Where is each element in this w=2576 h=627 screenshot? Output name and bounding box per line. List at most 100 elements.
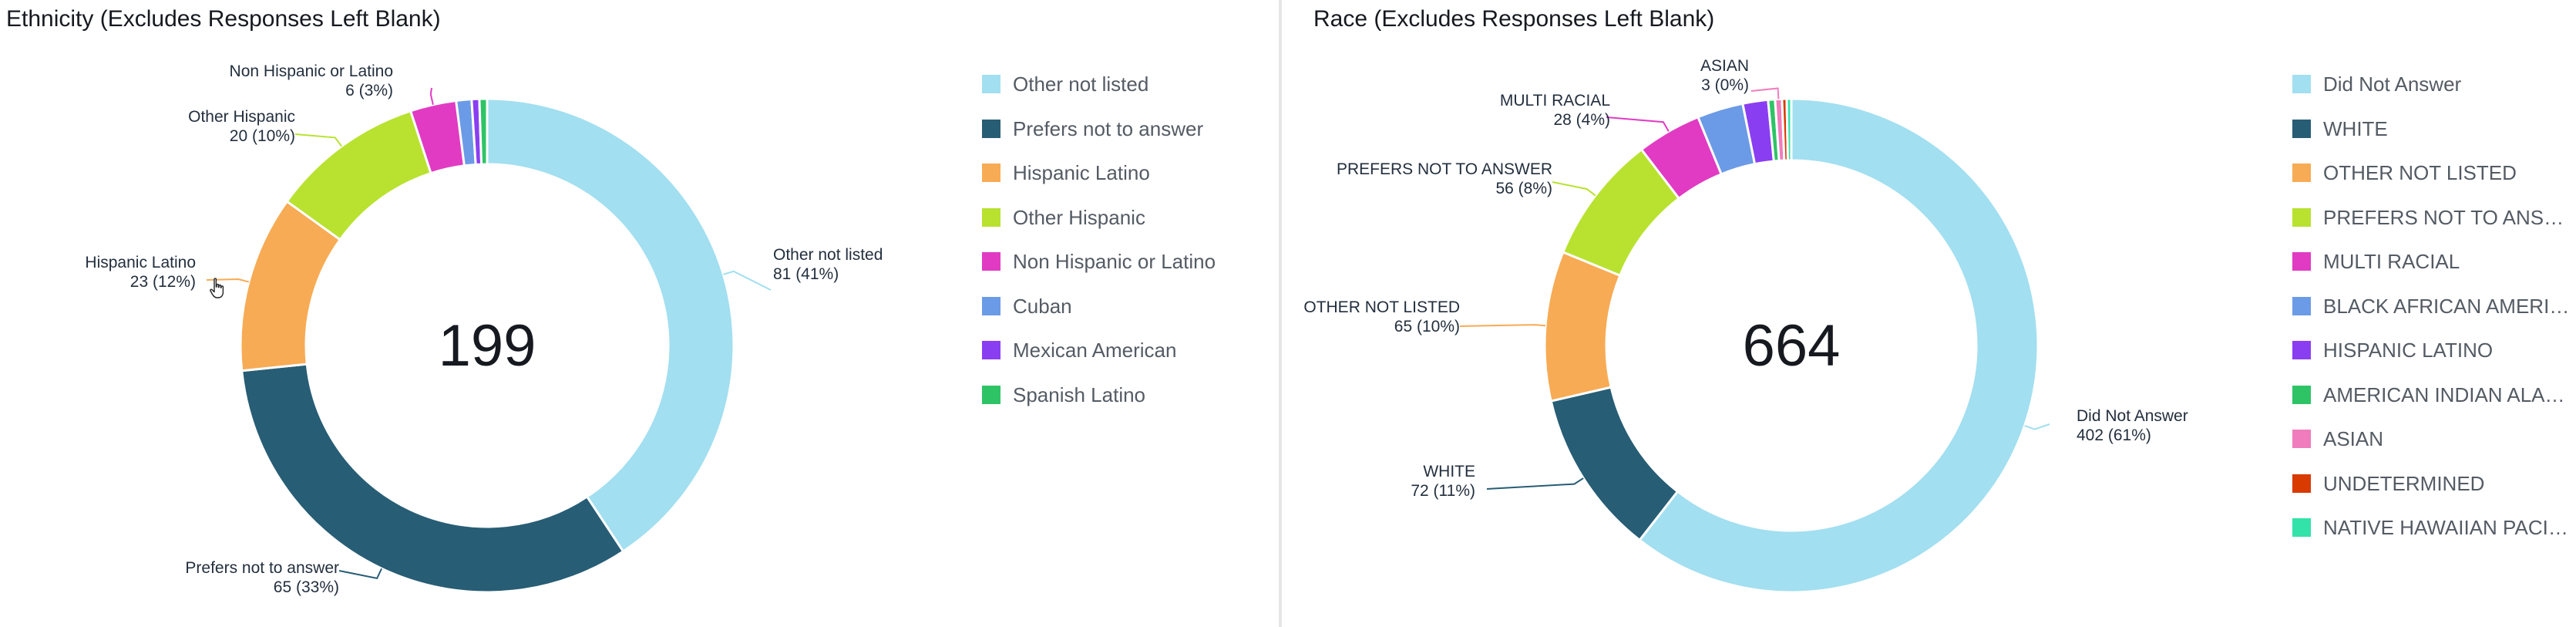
callout-label-prefers-not-to-answer: PREFERS NOT TO ANSWER — [1337, 160, 1552, 178]
legend-item-hispanic-latino[interactable]: Hispanic Latino — [982, 158, 1216, 203]
callout-value-prefers-not-to-answer: 56 (8%) — [1495, 180, 1552, 197]
legend-item-cuban[interactable]: Cuban — [982, 292, 1216, 336]
race-legend: Did Not Answer WHITE OTHER NOT LISTED PREFE… — [2292, 69, 2574, 558]
legend-item-multi-racial[interactable]: MULTI RACIAL — [2292, 247, 2574, 292]
legend-item-other-not-listed[interactable]: Other not listed — [982, 69, 1216, 114]
legend-item-spanish-latino[interactable]: Spanish Latino — [982, 380, 1216, 425]
callout-label-other-hispanic: Other Hispanic — [188, 108, 295, 126]
slice-did-not-answer[interactable] — [1638, 97, 2040, 594]
legend-swatch — [2292, 207, 2311, 227]
legend-label: HISPANIC LATINO — [2323, 339, 2494, 362]
legend-label: Other Hispanic — [1013, 205, 1145, 229]
legend-swatch — [2292, 518, 2311, 537]
legend-label: WHITE — [2323, 116, 2388, 140]
legend-swatch — [982, 75, 1000, 93]
callout-value-asian: 3 (0%) — [1701, 76, 1749, 94]
callout-label-did-not-answer: Did Not Answer — [2077, 407, 2188, 425]
ethnicity-legend: Other not listed Prefers not to answer His… — [982, 69, 1216, 424]
slice-native-hawaiian-pacif[interactable] — [1785, 97, 1793, 162]
slice-prefers-not-to-answer[interactable] — [240, 362, 625, 594]
callout-value-other-hispanic: 20 (10%) — [230, 127, 295, 145]
slice-other-not-listed[interactable] — [486, 97, 735, 554]
legend-label: PREFERS NOT TO ANSWER — [2323, 205, 2574, 229]
legend-swatch — [982, 296, 1000, 315]
legend-swatch — [2292, 252, 2311, 271]
legend-label: Spanish Latino — [1013, 383, 1146, 406]
callout-value-multi-racial: 28 (4%) — [1553, 111, 1610, 129]
legend-label: AMERICAN INDIAN ALAS… — [2323, 383, 2574, 406]
legend-swatch — [2292, 474, 2311, 493]
legend-swatch — [2292, 385, 2311, 404]
legend-item-asian[interactable]: ASIAN — [2292, 424, 2574, 469]
callout-leader-white — [1486, 477, 1584, 490]
callout-label-non-hispanic-or-latino: Non Hispanic or Latino — [230, 62, 393, 80]
legend-item-mexican-american[interactable]: Mexican American — [982, 335, 1216, 380]
callout-label-asian: ASIAN — [1700, 57, 1749, 75]
callout-value-hispanic-latino: 23 (12%) — [130, 273, 196, 291]
legend-label: UNDETERMINED — [2323, 471, 2485, 495]
callout-label-other-not-listed: OTHER NOT LISTED — [1303, 298, 1460, 316]
legend-item-other-not-listed[interactable]: OTHER NOT LISTED — [2292, 158, 2574, 203]
callout-leader-asian — [1750, 87, 1780, 99]
legend-item-other-hispanic[interactable]: Other Hispanic — [982, 203, 1216, 248]
slice-spanish-latino[interactable] — [478, 97, 489, 166]
callout-leader-prefers-not-to-answer — [338, 568, 383, 580]
legend-label: MULTI RACIAL — [2323, 250, 2460, 273]
callout-leader-hispanic-latino — [206, 278, 250, 283]
callout-leader-other-hispanic — [294, 133, 342, 147]
callout-value-white: 72 (11%) — [1411, 482, 1475, 500]
ethnicity-chart-panel: Ethnicity (Excludes Responses Left Blank… — [0, 0, 1277, 627]
legend-swatch — [982, 385, 1000, 404]
legend-swatch — [982, 341, 1000, 359]
callout-label-hispanic-latino: Hispanic Latino — [85, 254, 196, 271]
legend-label: Mexican American — [1013, 339, 1177, 362]
legend-swatch — [982, 207, 1000, 227]
legend-item-prefers-not-to-answer[interactable]: PREFERS NOT TO ANSWER — [2292, 203, 2574, 248]
legend-item-native-hawaiian-pacif[interactable]: NATIVE HAWAIIAN PACIF… — [2292, 513, 2574, 558]
legend-swatch — [2292, 341, 2311, 359]
callout-leader-other-not-listed — [1459, 324, 1546, 327]
center-total-label: 664 — [1743, 313, 1841, 379]
legend-swatch — [2292, 296, 2311, 315]
legend-item-did-not-answer[interactable]: Did Not Answer — [2292, 69, 2574, 114]
legend-item-black-african-americ[interactable]: BLACK AFRICAN AMERIC… — [2292, 292, 2574, 336]
legend-label: Cuban — [1013, 294, 1072, 318]
legend-label: Non Hispanic or Latino — [1013, 250, 1216, 273]
slice-other-not-listed[interactable] — [1543, 250, 1622, 403]
donut-slices — [239, 97, 735, 594]
legend-label: Did Not Answer — [2323, 72, 2462, 96]
legend-swatch — [982, 119, 1000, 138]
race-chart-panel: Race (Excludes Responses Left Blank) 664… — [1298, 0, 2576, 627]
legend-label: BLACK AFRICAN AMERIC… — [2323, 294, 2574, 318]
legend-label: NATIVE HAWAIIAN PACIF… — [2323, 516, 2574, 539]
callout-leader-did-not-answer — [2024, 423, 2050, 430]
legend-item-prefers-not-to-answer[interactable]: Prefers not to answer — [982, 114, 1216, 159]
legend-item-hispanic-latino[interactable]: HISPANIC LATINO — [2292, 335, 2574, 380]
legend-label: OTHER NOT LISTED — [2323, 161, 2517, 184]
legend-label: ASIAN — [2323, 427, 2384, 450]
callout-label-multi-racial: MULTI RACIAL — [1500, 92, 1610, 110]
legend-swatch — [982, 252, 1000, 271]
callout-leader-non-hispanic-or-latino — [429, 87, 434, 106]
callout-leader-multi-racial — [1606, 116, 1670, 132]
callout-value-prefers-not-to-answer: 65 (33%) — [274, 578, 339, 596]
legend-item-undetermined[interactable]: UNDETERMINED — [2292, 469, 2574, 514]
center-total-label: 199 — [439, 313, 536, 379]
callout-label-white: WHITE — [1423, 463, 1475, 480]
callout-value-did-not-answer: 402 (61%) — [2077, 426, 2151, 444]
legend-swatch — [2292, 119, 2311, 138]
race-chart-title: Race (Excludes Responses Left Blank) — [1313, 6, 1715, 32]
legend-item-white[interactable]: WHITE — [2292, 114, 2574, 159]
legend-label: Hispanic Latino — [1013, 161, 1150, 184]
legend-item-non-hispanic-or-latino[interactable]: Non Hispanic or Latino — [982, 247, 1216, 292]
legend-swatch — [982, 163, 1000, 182]
callout-value-non-hispanic-or-latino: 6 (3%) — [345, 82, 393, 99]
legend-item-american-indian-alas[interactable]: AMERICAN INDIAN ALAS… — [2292, 380, 2574, 425]
slice-white[interactable] — [1549, 386, 1680, 542]
legend-swatch — [2292, 75, 2311, 93]
legend-swatch — [2292, 430, 2311, 448]
ethnicity-chart-title: Ethnicity (Excludes Responses Left Blank… — [6, 6, 441, 32]
